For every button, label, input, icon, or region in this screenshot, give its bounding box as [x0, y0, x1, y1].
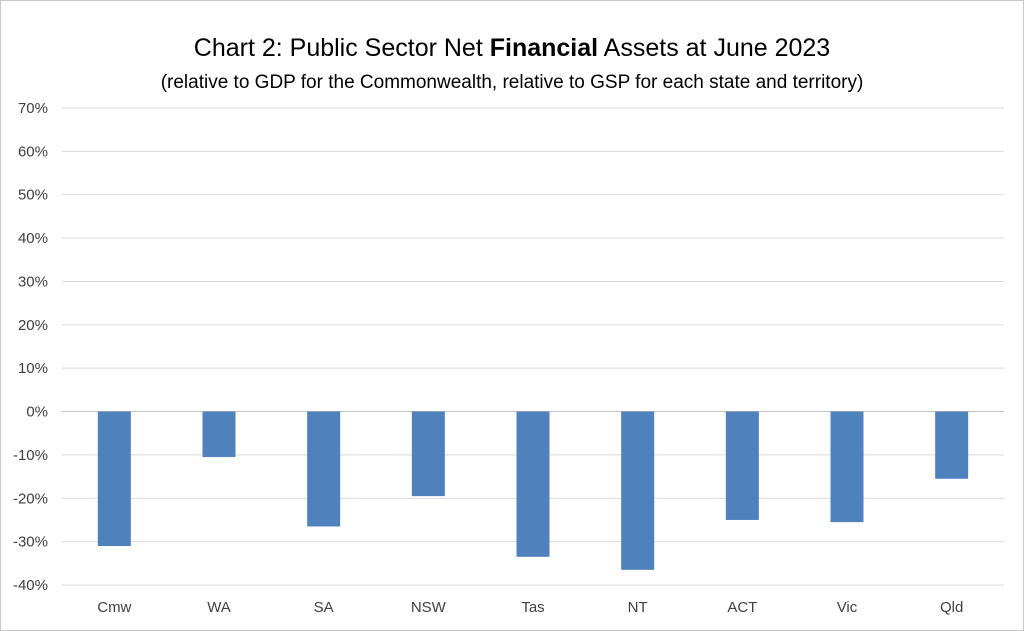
bar-nsw: [411, 411, 445, 497]
x-tick-label: ACT: [727, 599, 757, 616]
y-tick-label: -10%: [13, 447, 48, 464]
x-tick-label: Cmw: [97, 599, 131, 616]
bar-wa: [202, 411, 236, 458]
x-tick-label: Vic: [837, 599, 858, 616]
chart-title-prefix: Chart 2: Public Sector Net: [193, 34, 490, 62]
x-tick-label: SA: [314, 599, 334, 616]
x-tick-label: Qld: [940, 599, 963, 616]
bar-vic: [830, 411, 864, 523]
y-tick-label: 0%: [26, 404, 48, 421]
x-tick-label: WA: [207, 599, 231, 616]
chart-title: Chart 2: Public Sector Net Financial Ass…: [0, 34, 1024, 63]
y-tick-label: 40%: [18, 230, 48, 247]
bar-nt: [621, 411, 655, 570]
chart-subtitle: (relative to GDP for the Commonwealth, r…: [160, 72, 864, 93]
y-tick-label: -40%: [13, 577, 48, 594]
x-tick-label: NT: [628, 599, 648, 616]
y-tick-label: -30%: [13, 534, 48, 551]
x-tick-label: NSW: [411, 599, 447, 616]
y-tick-label: -20%: [13, 490, 48, 507]
x-tick-label: Tas: [521, 599, 544, 616]
bar-act: [725, 411, 759, 520]
y-tick-label: 20%: [18, 317, 48, 334]
bar-sa: [307, 411, 341, 527]
bar-qld: [935, 411, 969, 479]
bar-cmw: [97, 411, 131, 546]
y-tick-label: 70%: [18, 100, 48, 117]
y-tick-label: 50%: [18, 187, 48, 204]
chart-title-suffix: Assets at June 2023: [598, 34, 831, 62]
y-tick-label: 60%: [18, 143, 48, 160]
y-tick-label: 10%: [18, 360, 48, 377]
bar-tas: [516, 411, 550, 557]
y-tick-label: 30%: [18, 273, 48, 290]
chart-title-bold: Financial: [489, 34, 599, 62]
